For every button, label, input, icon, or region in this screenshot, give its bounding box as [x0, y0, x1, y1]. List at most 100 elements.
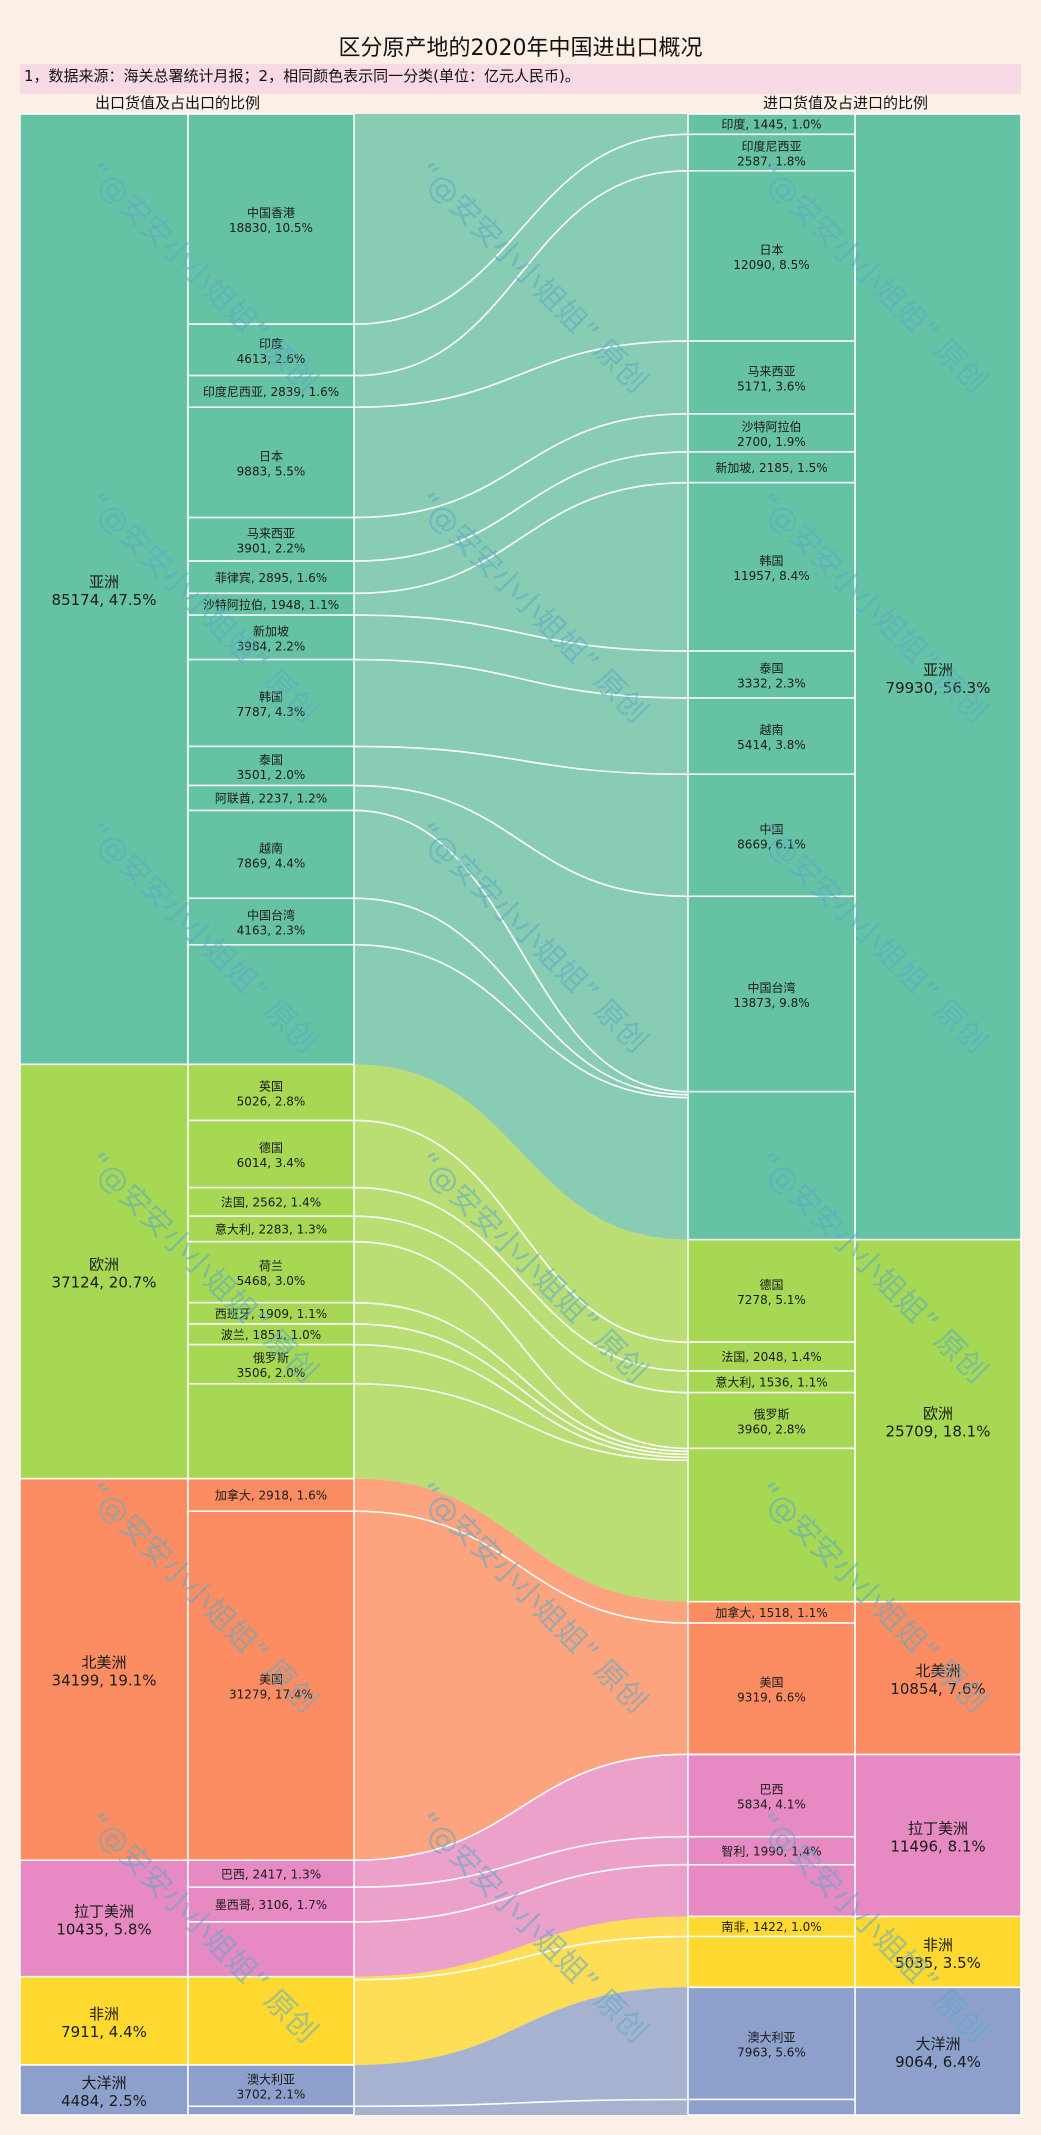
export-continent-label: 拉丁美洲 10435, 5.8% — [56, 1902, 151, 1938]
import-country-bar — [687, 1986, 856, 2101]
import-country-label: 巴西 5834, 4.1% — [737, 1783, 806, 1812]
export-country-bar — [187, 1186, 355, 1217]
import-continent-latin-america — [854, 1753, 1022, 1918]
export-country-label: 法国, 2562, 1.4% — [221, 1195, 321, 1209]
flow-links — [353, 114, 689, 2115]
import-remainder-bar — [687, 1447, 856, 1603]
flow-line — [353, 1240, 689, 1450]
import-country-bar — [687, 340, 856, 415]
export-country-bar — [187, 1240, 355, 1304]
export-continent-north-america — [19, 1477, 189, 1862]
import-continent-label: 非洲 5035, 3.5% — [895, 1936, 981, 1972]
flow-line — [353, 133, 689, 325]
export-continent-label: 北美洲 34199, 19.1% — [52, 1653, 157, 1689]
import-continent-label: 拉丁美洲 11496, 8.1% — [890, 1819, 985, 1855]
export-country-label: 马来西亚 3901, 2.2% — [237, 526, 306, 555]
flow-line — [353, 897, 689, 1096]
import-country-label: 法国, 2048, 1.4% — [721, 1350, 821, 1364]
import-country-label: 意大利, 1536, 1.1% — [715, 1374, 827, 1389]
flow-line — [353, 784, 689, 898]
flow-line — [353, 1301, 689, 1453]
flow-link-europe — [354, 1064, 688, 1602]
import-country-bar — [687, 697, 856, 775]
import-header: 进口货值及占进口的比例 — [763, 94, 929, 112]
import-continent-asia — [854, 113, 1022, 1241]
import-country-label: 马来西亚 5171, 3.6% — [737, 364, 806, 393]
export-country-label: 意大利, 2283, 1.3% — [215, 1221, 327, 1236]
export-country-label: 墨西哥, 3106, 1.7% — [215, 1898, 327, 1912]
import-continent-north-america — [854, 1600, 1022, 1756]
page-title: 区分原产地的2020年中国进出口概况 — [338, 36, 703, 61]
export-country-bar — [187, 614, 355, 661]
import-country-bar — [687, 650, 856, 699]
export-country-label: 新加坡 3984, 2.2% — [237, 623, 306, 653]
export-country-label: 德国 6014, 3.4% — [237, 1140, 306, 1170]
import-remainder-bar — [687, 1863, 856, 1918]
import-country-label: 越南 5414, 3.8% — [737, 722, 806, 752]
flow-line — [353, 1510, 689, 1624]
export-continent-label: 亚洲 85174, 47.5% — [52, 573, 157, 609]
flow-line — [353, 1835, 689, 1889]
export-country-label: 澳大利亚 3702, 2.1% — [237, 2073, 306, 2102]
import-country-label: 中国台湾 13873, 9.8% — [733, 980, 809, 1010]
import-country-label: 日本 12090, 8.5% — [733, 243, 809, 272]
flow-line — [353, 1935, 689, 1981]
import-continent-africa — [854, 1915, 1022, 1989]
flow-line — [353, 943, 689, 1099]
export-continent-label: 欧洲 37124, 20.7% — [52, 1256, 157, 1292]
export-continent-oceania — [19, 2064, 189, 2116]
export-country-bar — [187, 745, 355, 787]
node-labels: 亚洲 85174, 47.5% 欧洲 37124, 20.7% 北美洲 34199, 19… — [52, 117, 991, 2110]
import-country-bar — [687, 773, 856, 898]
import-continent-label: 大洋洲 9064, 6.4% — [895, 2035, 981, 2071]
export-country-bar — [187, 784, 355, 812]
import-country-label: 俄罗斯 3960, 2.8% — [737, 1407, 806, 1436]
export-country-label: 荷兰 5468, 3.0% — [237, 1259, 306, 1288]
import-country-label: 南非, 1422, 1.0% — [721, 1919, 821, 1934]
export-remainder-bar — [187, 1921, 355, 1978]
flow-line — [353, 745, 689, 776]
export-header: 出口货值及占出口的比例 — [95, 94, 261, 112]
export-continent-europe — [19, 1063, 189, 1480]
node-bars — [19, 113, 1022, 2116]
flow-line — [353, 451, 689, 562]
import-country-bar — [687, 1341, 856, 1372]
flow-line — [353, 340, 689, 409]
export-continent-africa — [19, 1975, 189, 2066]
export-country-label: 阿联酋, 2237, 1.2% — [215, 791, 327, 806]
import-continent-oceania — [854, 1986, 1022, 2116]
export-country-label: 越南 7869, 4.4% — [237, 840, 306, 870]
export-country-label: 俄罗斯 3506, 2.0% — [237, 1351, 306, 1380]
export-country-label: 中国台湾 4163, 2.3% — [237, 908, 306, 938]
export-country-label: 韩国 7787, 4.3% — [237, 689, 306, 719]
export-remainder-bar — [187, 2105, 355, 2116]
export-remainder-bar — [187, 943, 355, 1066]
export-country-label: 美国 31279, 17.4% — [229, 1673, 313, 1702]
export-country-bar — [187, 1215, 355, 1243]
import-country-label: 泰国 3332, 2.3% — [737, 662, 806, 691]
import-country-label: 韩国 11957, 8.4% — [733, 553, 809, 583]
export-country-bar — [187, 1477, 355, 1512]
import-country-bar — [687, 133, 856, 172]
flow-line — [353, 1382, 689, 1462]
export-country-bar — [187, 323, 355, 377]
import-remainder-bar — [687, 1935, 856, 1989]
flow-line — [353, 481, 689, 595]
flow-link-asia — [354, 114, 688, 1240]
import-country-label: 中国 8669, 6.1% — [737, 821, 806, 851]
import-country-label: 新加坡, 2185, 1.5% — [715, 460, 827, 475]
export-country-bar — [187, 1119, 355, 1189]
export-country-label: 日本 9883, 5.5% — [237, 449, 306, 478]
import-country-bar — [687, 1391, 856, 1450]
import-country-label: 沙特阿拉伯 2700, 1.9% — [737, 419, 806, 449]
flow-line — [353, 1343, 689, 1459]
import-country-label: 加拿大, 1518, 1.1% — [715, 1605, 827, 1620]
import-country-label: 澳大利亚 7963, 5.6% — [737, 2030, 806, 2059]
export-country-label: 巴西, 2417, 1.3% — [221, 1867, 321, 1881]
export-country-bar — [187, 658, 355, 748]
export-continent-label: 大洋洲 4484, 2.5% — [61, 2074, 147, 2110]
export-country-label: 西班牙, 1909, 1.1% — [215, 1307, 327, 1321]
export-country-label: 英国 5026, 2.8% — [237, 1079, 306, 1108]
export-country-bar — [187, 560, 355, 595]
